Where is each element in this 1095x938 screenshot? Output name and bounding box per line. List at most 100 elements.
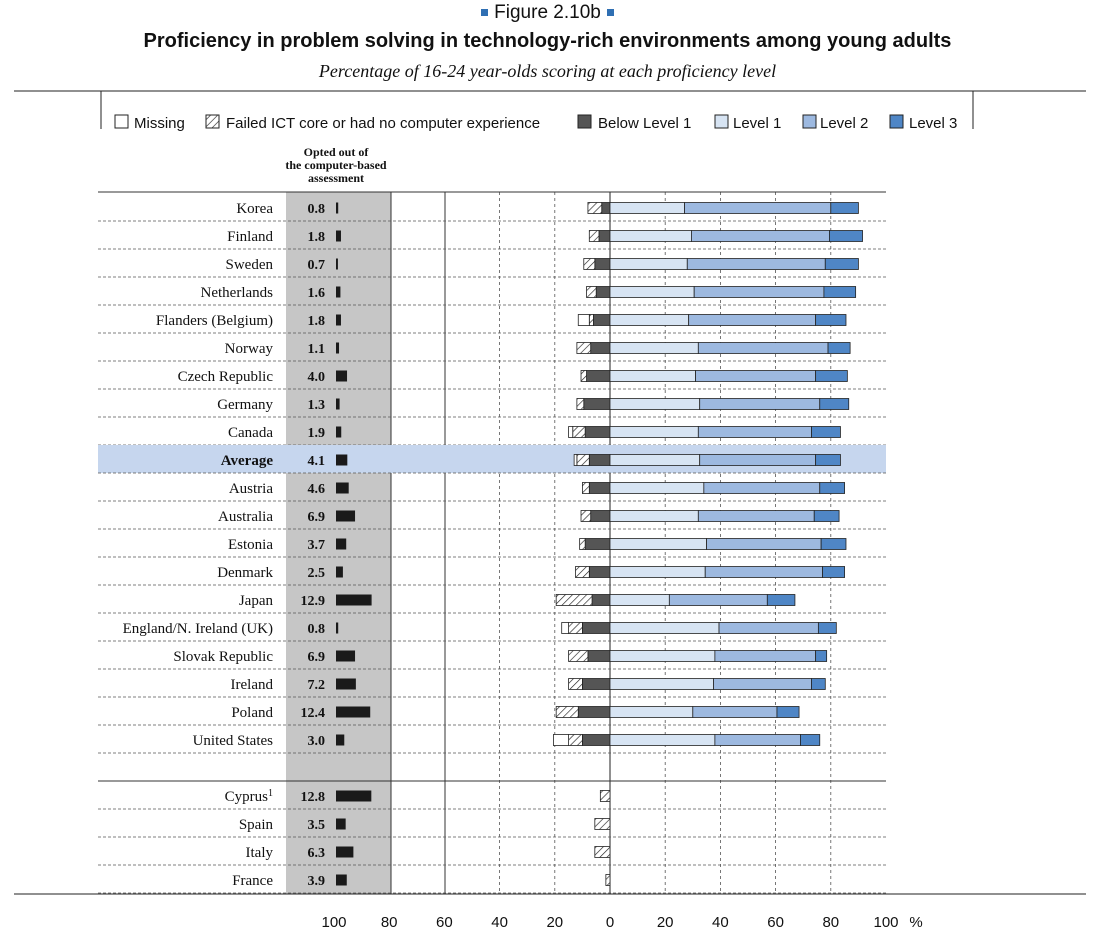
bar-below1 — [601, 202, 611, 214]
bar-level2 — [714, 650, 817, 662]
axis-tick-label: 40 — [712, 914, 729, 931]
country-label: Korea — [236, 201, 273, 217]
opt-out-bar — [336, 678, 356, 690]
bar-failed — [605, 874, 611, 886]
bar-level2 — [706, 538, 822, 550]
axis-tick-label: 60 — [436, 914, 453, 931]
bar-failed — [568, 734, 583, 746]
bar-failed — [576, 454, 590, 466]
opt-out-bar — [336, 286, 341, 298]
bar-below1 — [582, 678, 611, 690]
opt-out-bar — [336, 566, 343, 578]
bar-level3 — [823, 286, 857, 298]
bar-failed — [568, 622, 583, 634]
country-label: Canada — [228, 425, 273, 441]
axis-tick-label: 20 — [657, 914, 674, 931]
opt-out-bar — [336, 482, 349, 494]
bar-level1 — [609, 566, 706, 578]
opt-out-header-line: assessment — [308, 171, 364, 185]
legend-label: Level 2 — [820, 115, 868, 132]
bar-level1 — [609, 286, 695, 298]
country-label: Japan — [239, 593, 274, 609]
bar-level2 — [697, 342, 829, 354]
bar-below1 — [598, 230, 611, 242]
bar-level1 — [609, 426, 699, 438]
bar-level3 — [776, 706, 800, 718]
opt-out-value: 3.9 — [308, 874, 326, 889]
legend-swatch — [889, 114, 904, 129]
chart-subtitle: Percentage of 16-24 year-olds scoring at… — [318, 61, 777, 81]
opt-out-bar — [336, 202, 339, 214]
legend-label: Missing — [134, 115, 185, 132]
bar-level2 — [692, 706, 778, 718]
opt-out-value: 0.8 — [308, 202, 326, 217]
opt-out-bar — [336, 594, 372, 606]
bar-below1 — [590, 342, 611, 354]
bar-level1 — [609, 622, 720, 634]
bar-level3 — [824, 258, 859, 270]
bar-missing — [561, 622, 570, 634]
opt-out-value: 6.3 — [308, 846, 326, 861]
footnote-marker: 1 — [268, 788, 273, 799]
country-label: Spain — [239, 817, 274, 833]
country-label: Ireland — [231, 677, 274, 693]
bar-level1 — [609, 342, 699, 354]
bar-level3 — [815, 314, 847, 326]
opt-out-header-line: Opted out of — [304, 145, 370, 159]
opt-out-value: 0.7 — [308, 258, 326, 273]
bar-level2 — [718, 622, 819, 634]
bar-failed — [594, 818, 611, 830]
opt-out-value: 1.9 — [308, 426, 326, 441]
opt-out-bar — [336, 622, 339, 634]
bar-level2 — [695, 370, 817, 382]
country-label: Average — [221, 453, 274, 469]
opt-out-value: 1.6 — [308, 286, 326, 301]
opt-out-value: 4.6 — [308, 482, 326, 497]
legend-swatch — [714, 114, 729, 129]
legend-swatch — [577, 114, 592, 129]
bar-failed — [588, 314, 594, 326]
opt-out-value: 6.9 — [308, 510, 326, 525]
opt-out-bar — [336, 398, 340, 410]
opt-out-value: 12.4 — [301, 706, 326, 721]
bar-level1 — [609, 482, 705, 494]
bar-level1 — [609, 594, 670, 606]
bar-below1 — [588, 454, 611, 466]
bar-level1 — [609, 678, 714, 690]
opt-out-bar — [336, 370, 348, 382]
opt-out-bar — [336, 734, 345, 746]
opt-out-value: 1.8 — [308, 230, 326, 245]
bar-level1 — [609, 314, 690, 326]
bar-level3 — [817, 622, 837, 634]
figure-label-text: Figure 2.10b — [494, 2, 601, 23]
country-label: Australia — [218, 509, 273, 525]
bar-failed — [568, 650, 589, 662]
bar-below1 — [586, 370, 611, 382]
opt-out-value: 6.9 — [308, 650, 326, 665]
legend-swatch — [802, 114, 817, 129]
country-label: Cyprus1 — [225, 788, 273, 806]
opt-out-bar — [336, 818, 346, 830]
axis-tick-label: 100 — [873, 914, 898, 931]
bar-below1 — [593, 314, 611, 326]
opt-out-value: 4.0 — [308, 370, 326, 385]
bar-failed — [572, 426, 586, 438]
bar-level3 — [800, 734, 821, 746]
bar-level1 — [609, 230, 692, 242]
country-label: Germany — [217, 397, 273, 413]
country-label: Poland — [231, 705, 273, 721]
country-label: Netherlands — [201, 285, 274, 301]
bar-missing — [553, 734, 569, 746]
bar-level1 — [609, 734, 716, 746]
opt-out-bar — [336, 258, 338, 270]
bar-level3 — [819, 482, 846, 494]
opt-out-value: 3.0 — [308, 734, 326, 749]
legend-swatch — [205, 114, 220, 129]
bar-failed — [580, 510, 592, 522]
opt-out-bar — [336, 342, 340, 354]
bar-below1 — [577, 706, 611, 718]
opt-out-bar — [336, 230, 341, 242]
axis-tick-label: 0 — [606, 914, 614, 931]
bar-level2 — [704, 566, 823, 578]
country-label: Finland — [227, 229, 273, 245]
